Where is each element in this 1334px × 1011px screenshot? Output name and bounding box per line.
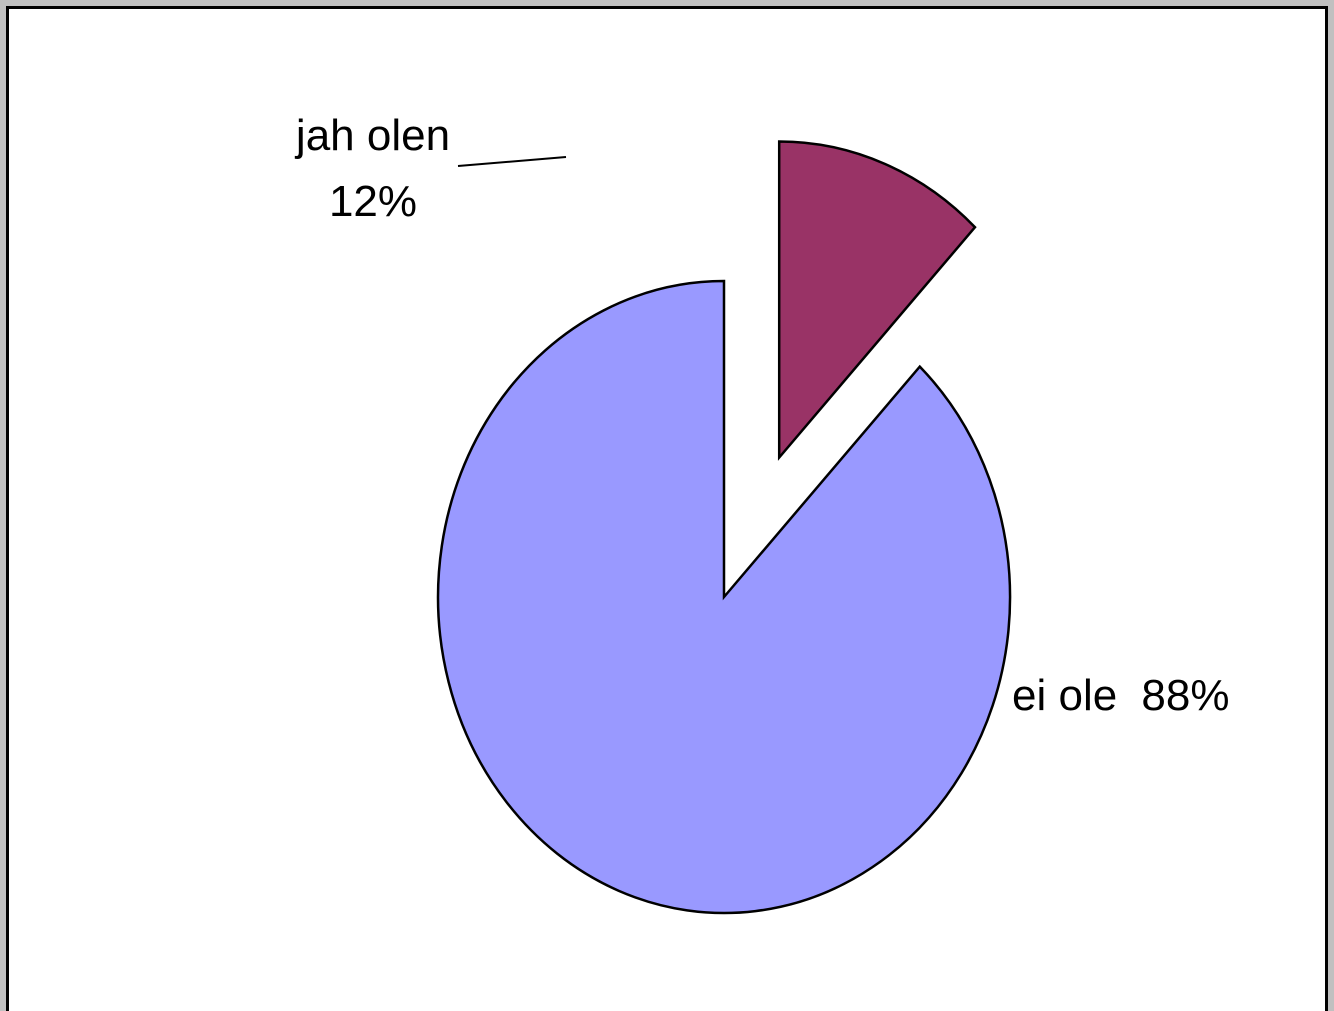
data-label-ei-ole: ei ole 88% [1012,671,1230,720]
data-label-jah-olen-name: jah olen [294,111,450,160]
pie-slice-jah-olen [777,140,977,461]
data-label-ei-ole-percent: 88% [1141,671,1229,720]
data-label-ei-ole-name: ei ole [1012,671,1117,720]
leader-line-jah-olen [457,156,567,167]
data-label-jah-olen-percent: 12% [329,177,417,226]
pie-slice-ei-ole [436,279,1012,915]
